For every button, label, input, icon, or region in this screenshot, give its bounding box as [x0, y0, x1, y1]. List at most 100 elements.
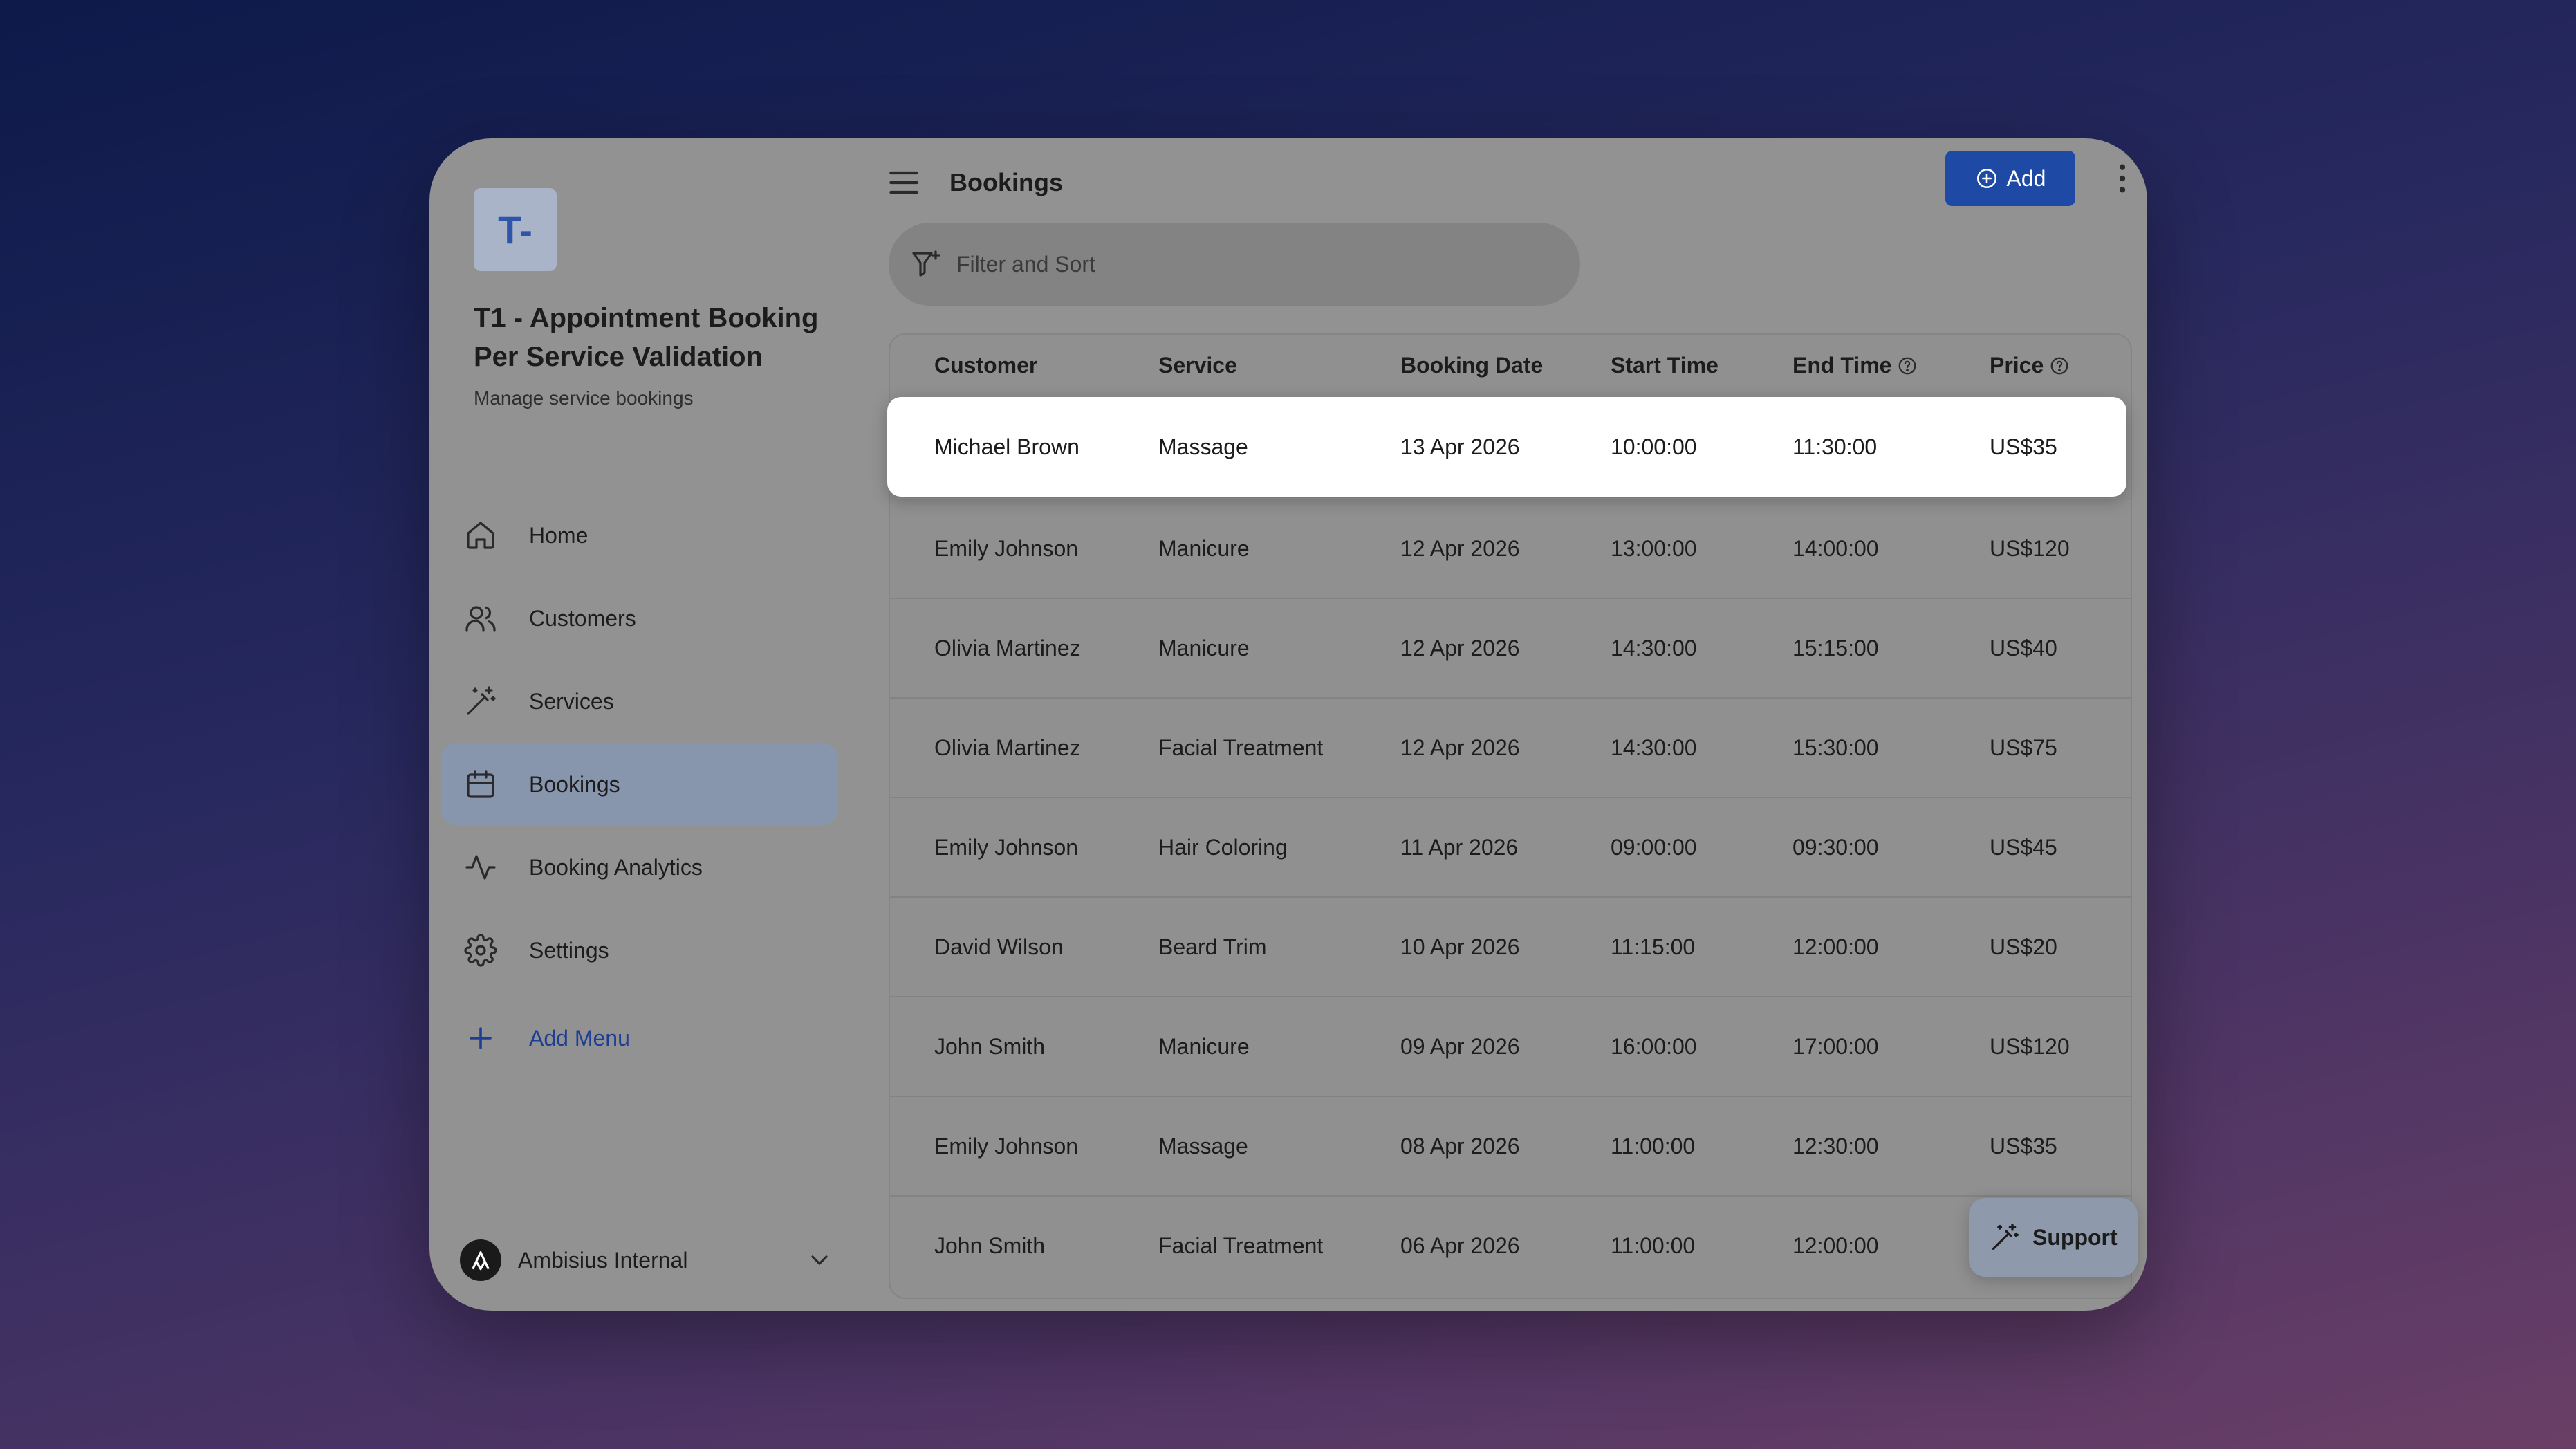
table-row[interactable]: John Smith Manicure 09 Apr 2026 16:00:00 17:… [890, 996, 2131, 1096]
account-switcher[interactable]: Ambisius Internal [460, 1238, 833, 1282]
sidebar-item-home[interactable]: Home [441, 494, 837, 577]
sidebar-item-label: Settings [529, 937, 609, 963]
cell-booking-date: 11 Apr 2026 [1400, 834, 1519, 860]
more-vertical-icon[interactable] [2103, 158, 2142, 199]
help-circle-icon[interactable] [1897, 356, 1918, 376]
cell-price: US$35 [1990, 1133, 2057, 1159]
account-name: Ambisius Internal [518, 1247, 688, 1273]
table-row[interactable]: David Wilson Beard Trim 10 Apr 2026 11:15:0… [890, 896, 2131, 996]
sidebar-item-booking-analytics[interactable]: Booking Analytics [441, 826, 837, 909]
column-header-start-time[interactable]: Start Time [1611, 353, 1718, 378]
cell-price: US$20 [1990, 934, 2057, 959]
avatar [460, 1239, 501, 1281]
cell-service: Massage [1158, 1133, 1248, 1159]
cell-end-time: 17:00:00 [1792, 1033, 1879, 1059]
table-row[interactable]: Michael Brown Massage 13 Apr 2026 10:00:00 1… [887, 397, 2126, 497]
cell-price: US$120 [1990, 535, 2070, 561]
app-logo: T- [474, 188, 557, 271]
page-title: Bookings [949, 168, 1064, 196]
sidebar-item-services[interactable]: Services [441, 660, 837, 743]
cell-customer: Olivia Martinez [934, 735, 1081, 760]
cell-service: Hair Coloring [1158, 834, 1288, 860]
table-row[interactable]: Olivia Martinez Manicure 12 Apr 2026 14:30:… [890, 598, 2131, 697]
cell-start-time: 13:00:00 [1611, 535, 1697, 561]
cell-customer: Emily Johnson [934, 535, 1079, 561]
column-header-booking-date[interactable]: Booking Date [1400, 353, 1543, 378]
cell-service: Manicure [1158, 1033, 1250, 1059]
cell-price: US$120 [1990, 1033, 2070, 1059]
cell-price: US$40 [1990, 635, 2057, 661]
cell-price: US$75 [1990, 735, 2057, 760]
activity-icon [465, 855, 496, 880]
cell-end-time: 12:30:00 [1792, 1133, 1879, 1159]
cell-price: US$45 [1990, 834, 2057, 860]
support-button[interactable]: Support [1969, 1198, 2138, 1277]
bookings-table: Customer Service Booking Date Start Time… [887, 333, 2132, 1299]
column-header-customer[interactable]: Customer [934, 353, 1037, 378]
sidebar-item-label: Home [529, 522, 589, 548]
cell-price: US$35 [1990, 434, 2057, 459]
app-title: T1 - Appointment Booking Per Service Val… [474, 303, 819, 372]
cell-end-time: 12:00:00 [1792, 934, 1879, 959]
add-menu-button[interactable]: Add Menu [441, 997, 837, 1080]
cell-service: Manicure [1158, 535, 1250, 561]
wand-icon [467, 686, 496, 715]
column-header-label: End Time [1792, 353, 1892, 378]
cell-customer: John Smith [934, 1033, 1046, 1059]
cell-booking-date: 13 Apr 2026 [1400, 434, 1520, 459]
add-button[interactable]: Add [1945, 151, 2075, 206]
users-icon [465, 606, 496, 632]
column-header-label: Start Time [1611, 353, 1718, 378]
cell-service: Massage [1158, 434, 1248, 459]
cell-start-time: 16:00:00 [1611, 1033, 1697, 1059]
cell-end-time: 09:30:00 [1792, 834, 1879, 860]
cell-start-time: 11:15:00 [1611, 934, 1696, 959]
sidebar-item-settings[interactable]: Settings [441, 909, 837, 992]
column-header-end-time[interactable]: End Time [1792, 353, 1918, 378]
cell-service: Manicure [1158, 635, 1250, 661]
cell-customer: John Smith [934, 1233, 1046, 1258]
column-header-label: Booking Date [1400, 353, 1544, 378]
sidebar-item-label: Booking Analytics [529, 854, 703, 880]
app-logo-text: T- [498, 207, 532, 252]
cell-booking-date: 06 Apr 2026 [1400, 1233, 1520, 1258]
cell-customer: Emily Johnson [934, 1133, 1079, 1159]
sidebar: T- T1 - Appointment Booking Per Service … [429, 138, 858, 1311]
home-icon [467, 522, 494, 549]
cell-end-time: 15:15:00 [1792, 635, 1879, 661]
add-menu-label: Add Menu [529, 1025, 630, 1051]
cell-start-time: 10:00:00 [1611, 434, 1697, 459]
table-row[interactable]: Emily Johnson Massage 08 Apr 2026 11:00:00 1… [890, 1096, 2131, 1195]
cell-end-time: 12:00:00 [1792, 1233, 1879, 1258]
cell-end-time: 14:00:00 [1792, 535, 1879, 561]
hamburger-menu-icon[interactable] [884, 163, 923, 202]
cell-booking-date: 12 Apr 2026 [1400, 635, 1520, 661]
filter-sort-input[interactable]: Filter and Sort [889, 223, 1580, 306]
sidebar-item-customers[interactable]: Customers [441, 577, 837, 660]
column-header-label: Price [1990, 353, 2044, 378]
cell-start-time: 14:30:00 [1611, 735, 1697, 760]
table-row[interactable]: Emily Johnson Hair Coloring 11 Apr 2026 09:… [890, 797, 2131, 896]
table-row[interactable]: Emily Johnson Manicure 12 Apr 2026 13:00:00… [890, 498, 2131, 598]
cell-service: Facial Treatment [1158, 735, 1324, 760]
cell-booking-date: 12 Apr 2026 [1400, 735, 1520, 760]
table-row[interactable]: John Smith Facial Treatment 06 Apr 2026 11:… [890, 1195, 2131, 1295]
sidebar-item-label: Services [529, 688, 614, 714]
cell-start-time: 11:00:00 [1611, 1133, 1696, 1159]
app-subtitle: Manage service bookings [474, 387, 694, 409]
help-circle-icon[interactable] [2049, 356, 2070, 376]
calendar-icon [467, 770, 494, 798]
cell-service: Facial Treatment [1158, 1233, 1324, 1258]
gear-icon [464, 934, 497, 967]
plus-circle-icon [1976, 168, 1996, 189]
cell-end-time: 15:30:00 [1792, 735, 1879, 760]
column-header-service[interactable]: Service [1158, 353, 1237, 378]
wand-icon [1992, 1224, 2019, 1250]
table-header: Customer Service Booking Date Start Time… [890, 335, 2131, 398]
cell-customer: Olivia Martinez [934, 635, 1081, 661]
column-header-price[interactable]: Price [1990, 353, 2070, 378]
sidebar-item-bookings[interactable]: Bookings [441, 743, 837, 826]
filter-icon [912, 250, 940, 277]
account-logo-icon [472, 1251, 490, 1271]
table-row[interactable]: Olivia Martinez Facial Treatment 12 Apr 20… [890, 697, 2131, 797]
